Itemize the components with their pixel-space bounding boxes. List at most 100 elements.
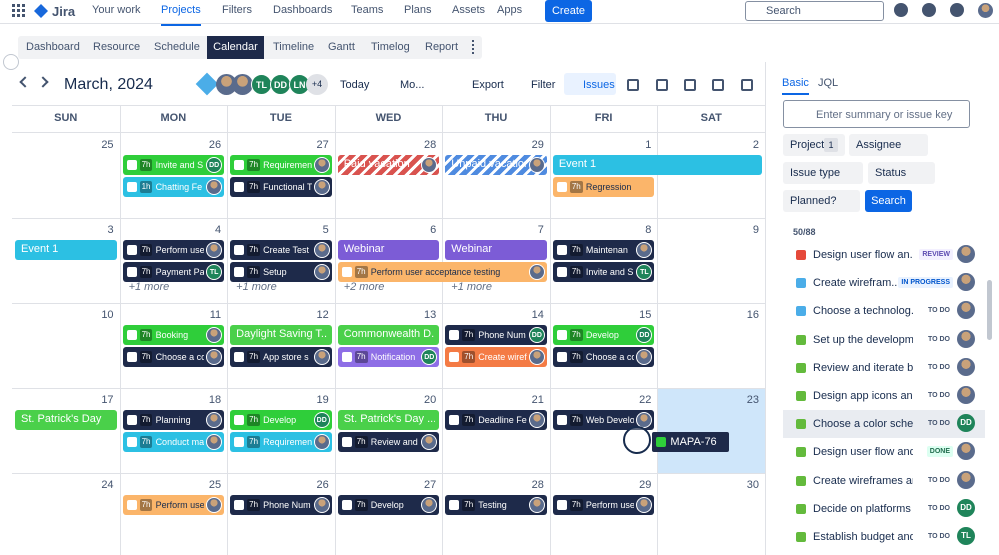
event[interactable]: 7h Phone Num DD	[445, 325, 547, 345]
issue-row[interactable]: Create wirefram... IN PROGRESS	[783, 269, 985, 297]
event[interactable]: 7h Booking	[122, 325, 225, 345]
sidebar-tab[interactable]: JQL	[818, 77, 839, 89]
event[interactable]: St. Patrick's Day	[15, 410, 117, 430]
event[interactable]: Paid vacation	[337, 155, 440, 175]
event[interactable]: Webinar	[337, 240, 440, 260]
event[interactable]: 7h Requirement	[230, 432, 332, 452]
today-button[interactable]: Today	[340, 79, 370, 91]
event[interactable]: 7h Choose a co	[552, 347, 655, 367]
event[interactable]: Event 1	[552, 155, 762, 175]
nav-icon[interactable]	[922, 3, 936, 17]
view-select[interactable]: Mo...	[400, 79, 425, 91]
nav-item[interactable]: Dashboards	[273, 4, 333, 16]
tab[interactable]: Schedule	[154, 41, 200, 53]
event[interactable]: 7h Regression	[552, 177, 655, 197]
filter-chip[interactable]: Status	[868, 162, 935, 184]
toolbar-icon[interactable]	[656, 79, 668, 91]
issue-row[interactable]: Design app icons and... TO DO	[783, 382, 985, 410]
issue-row[interactable]: Choose a technolog... TO DO	[783, 297, 985, 325]
filter-chip[interactable]: Issue type	[783, 162, 863, 184]
event[interactable]: 7h Functional T	[230, 177, 332, 197]
nav-item[interactable]: Projects	[161, 4, 201, 26]
issues-toggle[interactable]: Issues	[583, 79, 615, 91]
prev-button[interactable]	[19, 76, 31, 88]
toolbar-icon[interactable]	[741, 79, 753, 91]
more-link[interactable]: +1 more	[236, 281, 277, 293]
issue-row[interactable]: Design user flow an... REVIEW	[783, 241, 985, 269]
search-button[interactable]: Search	[865, 190, 912, 212]
event[interactable]: 7h Perform use	[122, 240, 225, 260]
issue-row[interactable]: Choose a color sche... TO DO DD	[783, 410, 985, 439]
nav-item[interactable]: Filters	[222, 4, 252, 16]
nav-icon[interactable]	[950, 3, 964, 17]
event[interactable]: 7h Choose a co	[122, 347, 225, 367]
nav-item[interactable]: Apps	[497, 4, 523, 16]
event[interactable]: 7h Perform use	[552, 495, 655, 515]
event[interactable]: 7h Conduct ma	[122, 432, 225, 452]
issue-row[interactable]: Design user flow and ... DONE	[783, 438, 985, 466]
event[interactable]: 7h Notification DD	[337, 347, 440, 367]
dragged-issue[interactable]: MAPA-76	[652, 432, 730, 452]
avatar-more[interactable]: +4	[306, 74, 328, 95]
nav-item[interactable]: Your work	[92, 4, 141, 16]
issue-row[interactable]: Establish budget and ... TO DO TL	[783, 523, 985, 551]
event[interactable]: 7h Develop	[337, 495, 440, 515]
event[interactable]: St. Patrick's Day ...	[337, 410, 440, 430]
issue-row[interactable]: Review and iterate b... TO DO	[783, 354, 985, 382]
issue-row[interactable]: Set up the developm... TO DO	[783, 326, 985, 354]
event[interactable]: Event 1	[15, 240, 117, 260]
more-link[interactable]: +2 more	[343, 281, 385, 293]
filter-chip[interactable]: Project 1	[783, 134, 845, 156]
event[interactable]: 7h Deadline Fe	[445, 410, 547, 430]
export-button[interactable]: Export	[472, 79, 504, 91]
filter-button[interactable]: Filter	[531, 79, 556, 91]
tab-more[interactable]	[472, 40, 476, 54]
more-link[interactable]: +1 more	[451, 281, 492, 293]
event[interactable]: 1h Chatting Fe	[122, 177, 225, 197]
event[interactable]: Daylight Saving T...	[230, 325, 332, 345]
nav-item[interactable]: Teams	[351, 4, 384, 16]
nav-item[interactable]: Plans	[404, 4, 432, 16]
event[interactable]: 7h Requirement	[230, 155, 332, 175]
next-button[interactable]	[37, 76, 49, 88]
event[interactable]: Commonwealth D...	[337, 325, 440, 345]
issue-row[interactable]: Decide on platforms TO DO DD	[783, 495, 985, 523]
tab[interactable]: Timelog	[371, 41, 410, 53]
tab[interactable]: Report	[425, 41, 459, 53]
tab[interactable]: Resource	[93, 41, 141, 53]
more-link[interactable]: +1 more	[128, 281, 170, 293]
filter-chip[interactable]: Assignee	[849, 134, 928, 156]
tab[interactable]: Dashboard	[26, 41, 80, 53]
search-box[interactable]: Search	[745, 1, 884, 21]
nav-item[interactable]: Assets	[452, 4, 486, 16]
event[interactable]: 7h Setup	[230, 262, 332, 282]
event[interactable]: 7h Invite and S DD	[122, 155, 225, 175]
event[interactable]: 7h Payment Pa TL	[122, 262, 225, 282]
create-button[interactable]: Create	[545, 0, 592, 22]
event[interactable]: Unpaid vacation	[445, 155, 547, 175]
event[interactable]: Webinar	[445, 240, 547, 260]
event[interactable]: 7h Create Test	[230, 240, 332, 260]
event[interactable]: 7h Invite and S TL	[552, 262, 655, 282]
issue-row[interactable]: Create wireframes an... TO DO	[783, 467, 985, 495]
filter-chip[interactable]: Planned?	[783, 190, 860, 212]
tab[interactable]: Calendar	[207, 36, 264, 59]
event[interactable]: 7h Review and	[337, 432, 440, 452]
event[interactable]: 7h Perform user acceptance testing	[337, 262, 547, 282]
event[interactable]: 7h Develop DD	[230, 410, 332, 430]
app-switcher[interactable]	[12, 4, 26, 18]
event[interactable]: 7h Phone Num	[230, 495, 332, 515]
event[interactable]: 7h Testing	[445, 495, 547, 515]
event[interactable]: 7h Perform use	[122, 495, 225, 515]
event[interactable]: 7h Web Develo	[552, 410, 655, 430]
toolbar-icon[interactable]	[627, 79, 639, 91]
sidebar-tab[interactable]: Basic	[782, 77, 809, 89]
event[interactable]: 7h Maintenan	[552, 240, 655, 260]
event[interactable]: 7h Planning	[122, 410, 225, 430]
nav-icon[interactable]	[894, 3, 908, 17]
toolbar-icon[interactable]	[712, 79, 724, 91]
sidebar-toggle[interactable]	[3, 54, 19, 70]
tab[interactable]: Gantt	[328, 41, 355, 53]
issue-search[interactable]: Enter summary or issue key	[783, 100, 970, 128]
event[interactable]: 7h Develop DD	[552, 325, 655, 345]
